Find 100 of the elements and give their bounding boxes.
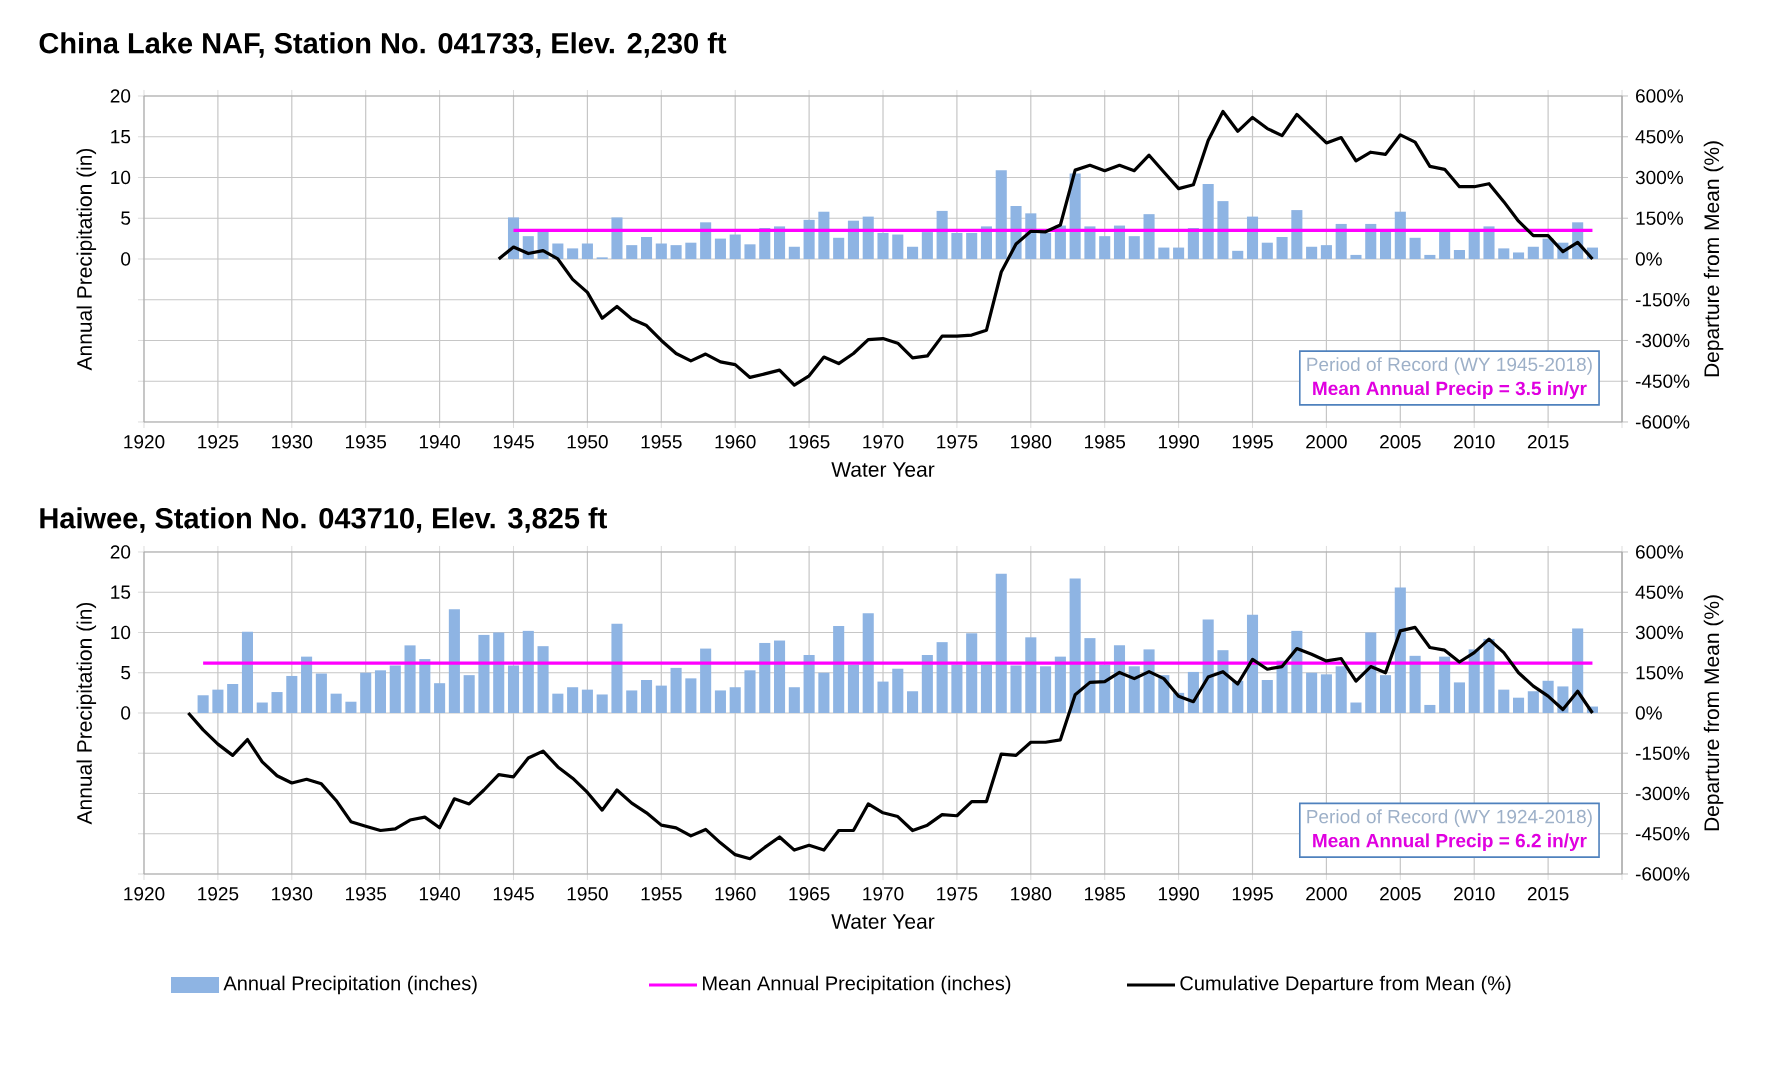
x-tick-label: 1920: [124, 887, 165, 901]
bar: [907, 246, 919, 259]
bar: [1513, 252, 1525, 259]
x-tick-label: 2015: [1527, 435, 1569, 449]
x-tick-label: 1985: [1085, 887, 1126, 901]
x-tick-label: 2000: [1306, 887, 1347, 901]
bar: [522, 630, 534, 713]
bar: [1335, 666, 1347, 713]
x-tick-label: 1930: [272, 887, 313, 901]
legend-label: Annual Precipitation (inches): [223, 975, 477, 995]
bar: [729, 687, 741, 713]
bar: [1217, 201, 1229, 259]
x-tick-label: 1960: [715, 887, 756, 901]
bar: [1173, 247, 1185, 259]
x-tick-label: 2005: [1380, 887, 1421, 901]
y2-tick-label: -150%: [1635, 746, 1690, 760]
bar: [1320, 674, 1332, 713]
x-tick-label: 1955: [641, 435, 682, 449]
bar: [1513, 697, 1525, 713]
bar: [980, 664, 993, 713]
bar: [1335, 223, 1347, 259]
bar: [389, 665, 401, 713]
bar: [330, 693, 342, 713]
bar: [419, 659, 431, 713]
x-tick-label: 1980: [1011, 435, 1052, 449]
bar: [759, 228, 771, 259]
bar: [463, 675, 475, 713]
bar: [1054, 656, 1066, 713]
x-tick-label: 2000: [1306, 435, 1347, 449]
bar: [744, 670, 756, 713]
x-tick-label: 1920: [124, 435, 165, 449]
bar: [493, 632, 505, 713]
y2-tick-label: 300%: [1635, 170, 1683, 185]
bar: [256, 702, 268, 713]
bar: [1453, 250, 1465, 259]
bar: [1439, 231, 1451, 259]
bar: [1453, 682, 1465, 713]
y-tick-label: 5: [121, 211, 131, 225]
x-tick-label: 1970: [863, 887, 904, 901]
bar: [1394, 587, 1406, 713]
x-tick-label: 1925: [198, 435, 239, 449]
y-tick-label: 0: [121, 252, 131, 266]
bar: [1025, 637, 1037, 713]
bar: [1424, 704, 1436, 713]
bar: [980, 226, 993, 259]
bar: [788, 246, 800, 259]
bar: [1232, 680, 1244, 713]
bar: [1246, 614, 1259, 713]
y-tick-label: 0: [121, 706, 131, 720]
bar: [655, 243, 667, 259]
bar: [1468, 231, 1480, 259]
chart-title: China Lake NAF, Station No. 041733, Elev. 2,230 ft: [39, 32, 727, 58]
bar: [1143, 214, 1155, 259]
x-tick-label: 1970: [863, 435, 904, 449]
bar: [241, 631, 254, 713]
bar: [1424, 254, 1436, 259]
x-tick-label: 1945: [493, 887, 534, 901]
bar: [1158, 247, 1170, 259]
y2-tick-label: 450%: [1635, 585, 1683, 599]
bar: [581, 243, 593, 259]
bar: [921, 655, 933, 713]
bar: [1365, 632, 1377, 713]
bar: [271, 692, 283, 713]
bar: [1261, 679, 1273, 713]
x-tick-label: 1995: [1232, 887, 1273, 901]
bar: [803, 655, 815, 713]
y-tick-label: 10: [111, 170, 131, 185]
bar: [774, 226, 786, 259]
bar: [1099, 236, 1111, 259]
y-tick-label: 20: [110, 545, 131, 559]
x-tick-label: 1990: [1158, 435, 1199, 449]
bar: [581, 689, 593, 713]
x-tick-label: 2005: [1380, 435, 1421, 449]
bar: [1409, 237, 1421, 259]
bar: [818, 211, 830, 259]
bar: [227, 684, 239, 713]
bar: [729, 234, 741, 259]
bar: [1128, 236, 1140, 259]
bar: [478, 634, 490, 713]
y-tick-label: 20: [110, 89, 131, 103]
bar: [1084, 226, 1096, 259]
y-tick-label: 15: [111, 130, 131, 144]
bar: [788, 687, 800, 713]
x-tick-label: 1950: [567, 435, 608, 449]
bar: [847, 664, 859, 713]
bar: [1069, 173, 1081, 259]
bar: [1099, 664, 1111, 713]
bar: [833, 626, 845, 713]
annotation: Period of Record (WY 1924-2018): [1307, 809, 1592, 828]
bar: [1483, 226, 1495, 259]
bar: [670, 245, 682, 259]
y2-tick-label: -300%: [1635, 333, 1690, 348]
bar: [1202, 184, 1214, 259]
annotation: Mean Annual Precip = 3.5 in/yr: [1313, 381, 1587, 399]
bar: [1394, 211, 1406, 259]
bar: [596, 694, 608, 713]
x-tick-label: 1945: [493, 435, 534, 449]
bar: [374, 670, 387, 713]
bar: [1187, 228, 1199, 259]
y-tick-label: 5: [121, 666, 131, 680]
